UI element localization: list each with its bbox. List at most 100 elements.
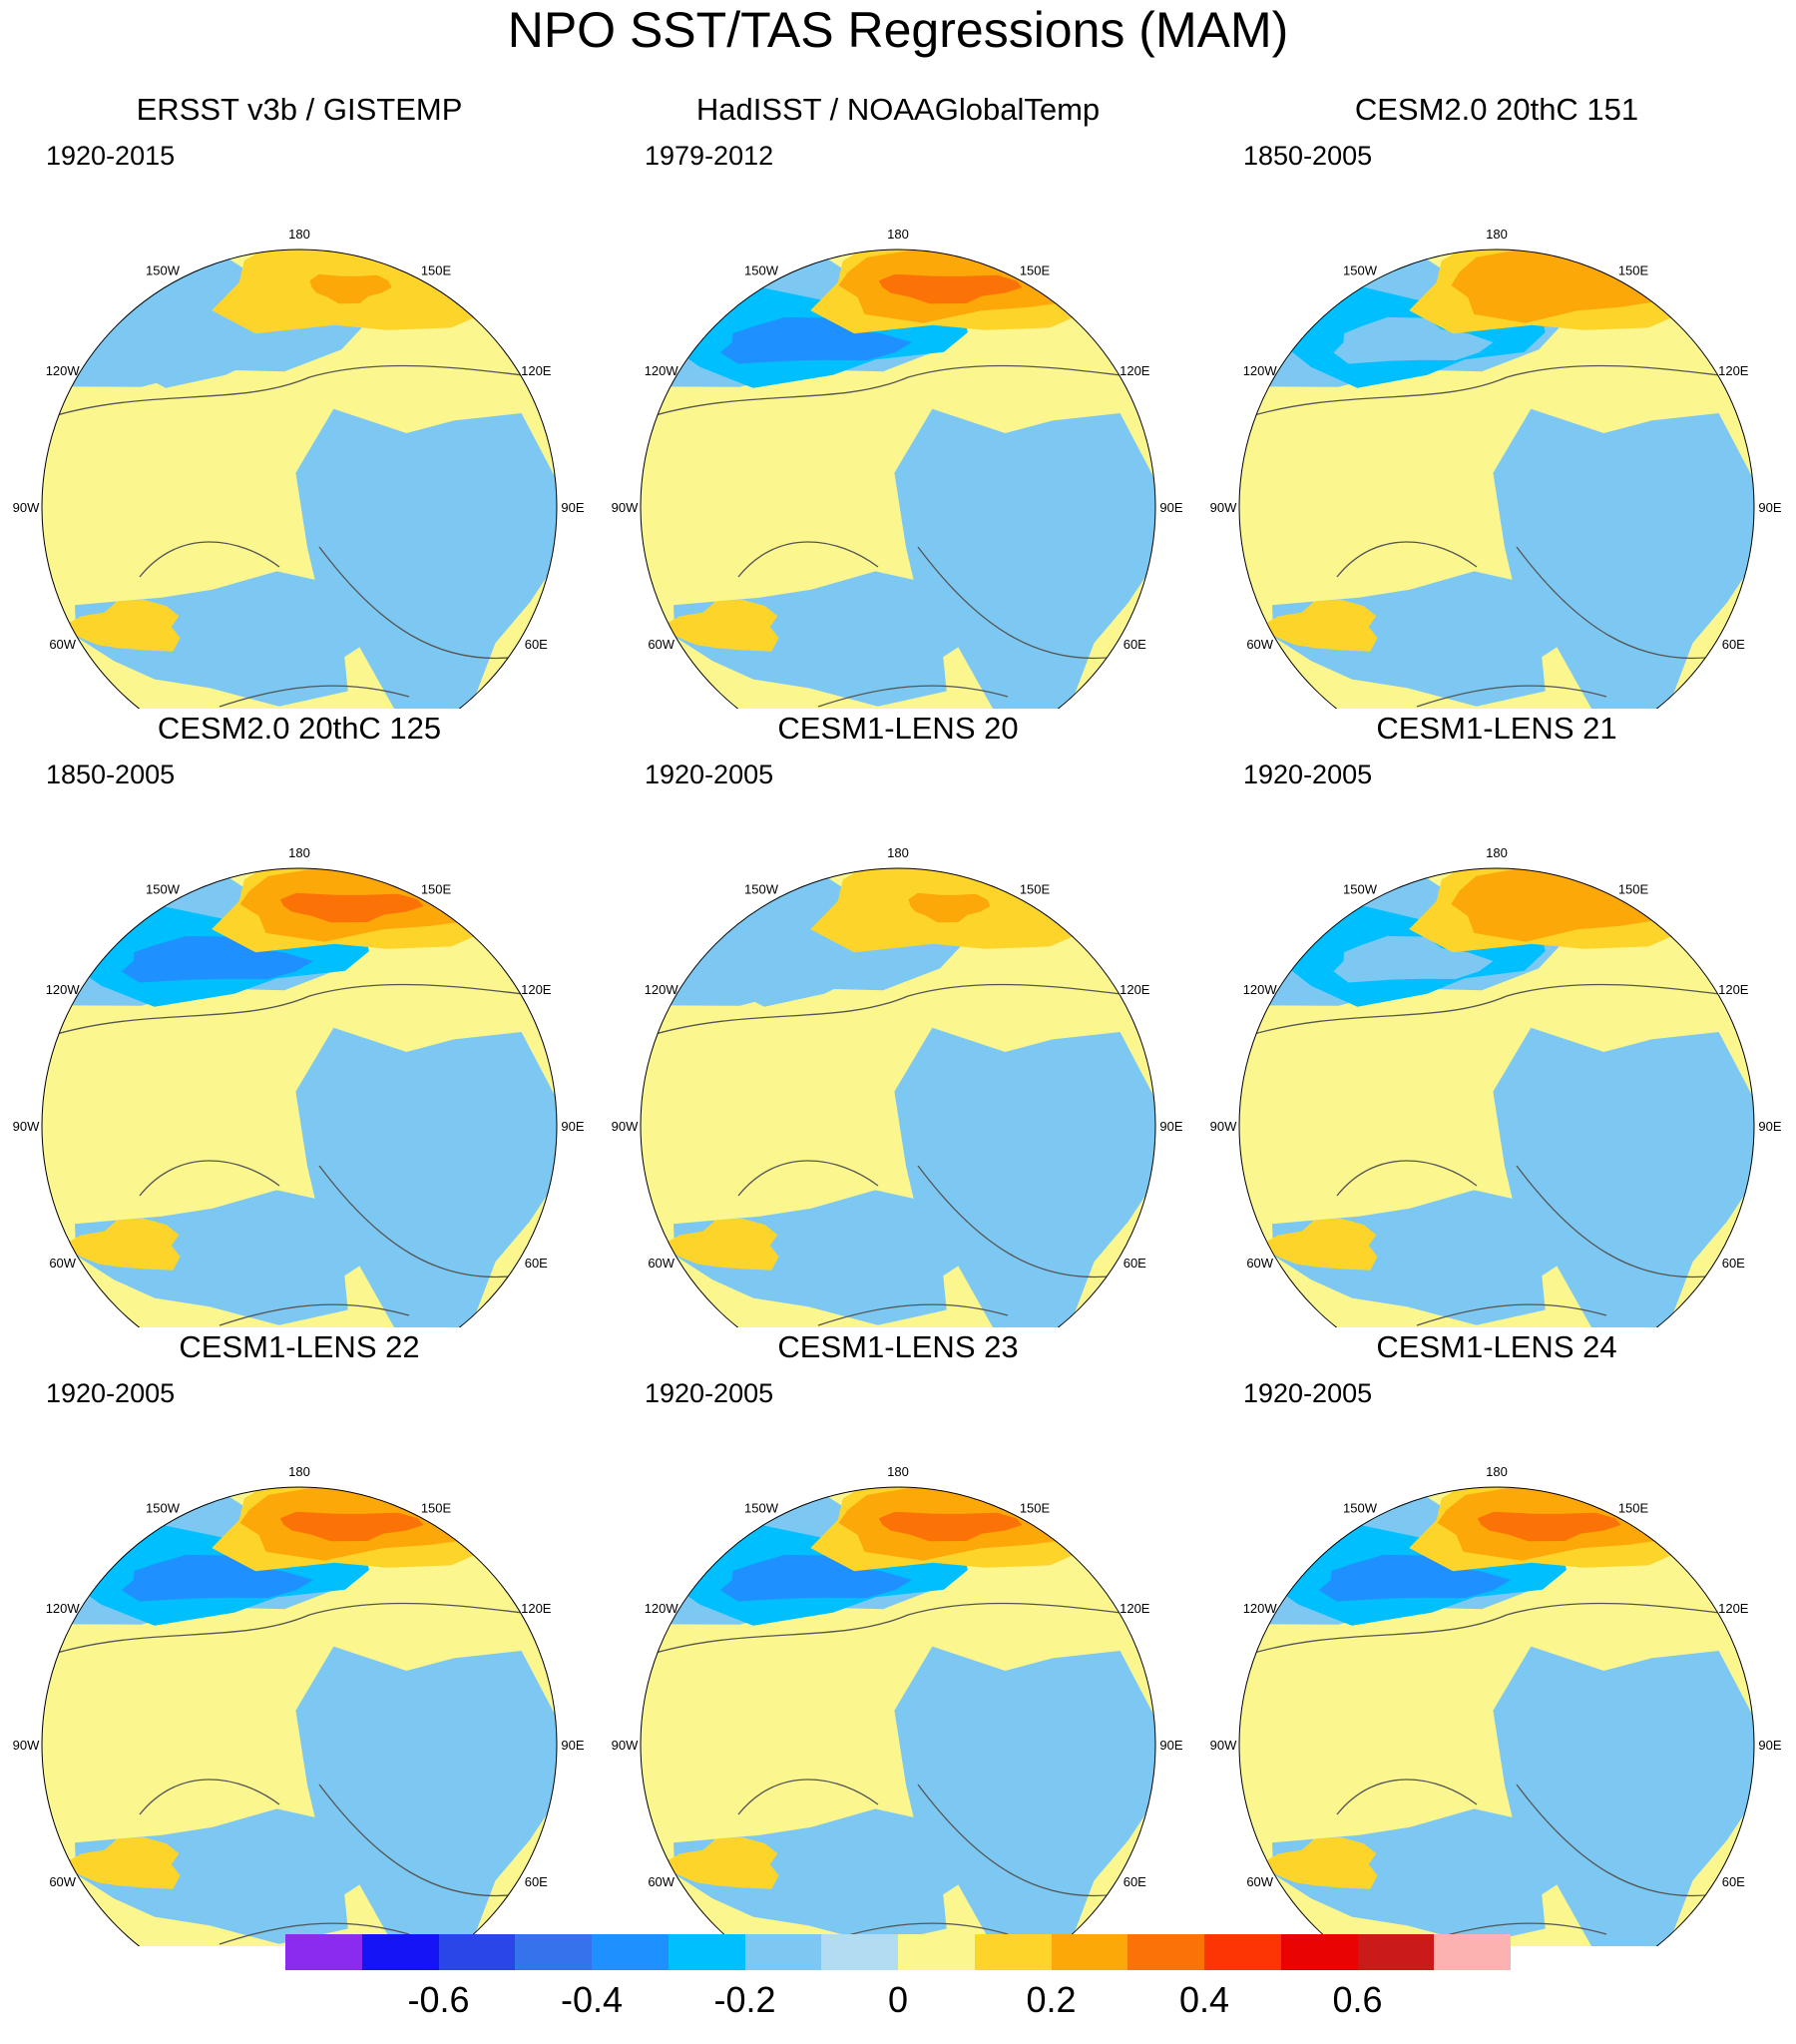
colorbar-swatch <box>821 1934 898 1970</box>
longitude-label: 180 <box>1486 1464 1508 1479</box>
panel-period: 1920-2005 <box>1243 1378 1373 1408</box>
longitude-label: 60W <box>1246 1256 1273 1271</box>
panel-title: CESM2.0 20thC 125 <box>157 711 442 746</box>
longitude-label: 60E <box>1123 1874 1146 1889</box>
colorbar <box>285 1934 1511 1970</box>
panel-title: CESM1-LENS 22 <box>179 1329 420 1364</box>
longitude-label: 150E <box>421 263 452 278</box>
positive-anomaly-region <box>1492 273 1605 304</box>
longitude-label: 180 <box>887 1464 909 1479</box>
colorbar-swatch <box>1051 1934 1128 1970</box>
negative-anomaly-region <box>719 1554 912 1602</box>
negative-anomaly-region <box>1333 935 1494 983</box>
longitude-label: 60W <box>49 1256 76 1271</box>
positive-anomaly-region <box>1258 1218 1378 1271</box>
longitude-label: 90E <box>1159 1119 1182 1134</box>
map-boundary <box>640 249 1156 709</box>
longitude-label: 120E <box>521 982 552 997</box>
positive-anomaly-region <box>878 1511 1023 1542</box>
longitude-label: 90W <box>612 1738 639 1753</box>
longitude-label: 120W <box>1243 363 1278 378</box>
positive-anomaly-region <box>309 273 392 304</box>
longitude-label: 150W <box>146 882 181 897</box>
longitude-label: 120W <box>1243 1601 1278 1616</box>
polar-map: 180150W150E120W120E90W90E60W60E30W30E0 <box>13 845 585 1327</box>
longitude-label: 120E <box>1120 1601 1150 1616</box>
longitude-label: 180 <box>887 845 909 860</box>
map-panel: CESM2.0 20thC 151 1850-2005 180 150W 150E 120… <box>1197 90 1796 709</box>
positive-anomaly-region <box>908 892 991 923</box>
colorbar-swatch <box>592 1934 669 1970</box>
longitude-label: 90E <box>1758 500 1781 515</box>
map-boundary <box>640 867 1156 1327</box>
positive-anomaly-region <box>878 273 1023 304</box>
colorbar-tick-label: 0 <box>887 1979 909 2020</box>
longitude-label: 90E <box>561 1119 584 1134</box>
longitude-label: 60E <box>525 637 548 652</box>
longitude-label: 120W <box>645 363 679 378</box>
longitude-label: 120W <box>645 982 679 997</box>
positive-anomaly-region <box>61 599 181 652</box>
longitude-label: 90W <box>1210 1119 1237 1134</box>
longitude-label: 120E <box>1718 363 1749 378</box>
longitude-label: 150E <box>1618 882 1649 897</box>
map-panel: CESM1-LENS 20 1920-2005 180 150W 150E 120W 120… <box>599 709 1197 1327</box>
longitude-label: 180 <box>1486 227 1508 242</box>
figure-title: NPO SST/TAS Regressions (MAM) <box>507 2 1289 58</box>
longitude-label: 150W <box>1343 882 1378 897</box>
longitude-label: 120W <box>46 363 81 378</box>
longitude-label: 120W <box>46 982 81 997</box>
longitude-label: 60E <box>525 1256 548 1271</box>
negative-anomaly-region <box>719 316 912 364</box>
longitude-label: 60W <box>1246 637 1273 652</box>
map-panel: HadISST / NOAAGlobalTemp 1979-2012 180 150W… <box>599 90 1197 709</box>
negative-anomaly-region <box>894 408 1155 709</box>
panel-period: 1920-2005 <box>1243 760 1373 789</box>
positive-anomaly-region <box>1258 599 1378 652</box>
longitude-label: 90E <box>561 1738 584 1753</box>
colorbar-swatch <box>438 1934 516 1970</box>
positive-anomaly-region <box>1492 892 1605 923</box>
map-panel: CESM1-LENS 22 1920-2005 180 150W 150E 120W 120… <box>0 1327 599 1946</box>
map-panel: ERSST v3b / GISTEMP 1920-2015 180 150W 150E 1… <box>0 90 599 709</box>
colorbar-tick-label: 0.6 <box>1332 1979 1383 2020</box>
longitude-label: 60E <box>1722 1256 1745 1271</box>
longitude-label: 90W <box>612 1119 639 1134</box>
longitude-label: 150W <box>744 882 779 897</box>
longitude-label: 90E <box>1758 1738 1781 1753</box>
map-panel: CESM1-LENS 23 1920-2005 180 150W 150E 120W 120… <box>599 1327 1197 1946</box>
longitude-label: 150W <box>1343 263 1378 278</box>
colorbar-tick-label: 0.2 <box>1026 1979 1077 2020</box>
longitude-label: 120W <box>1243 982 1278 997</box>
longitude-label: 90W <box>612 500 639 515</box>
map-panel: CESM1-LENS 21 1920-2005 180 150W 150E 120W 120… <box>1197 709 1796 1327</box>
longitude-label: 90W <box>13 1738 40 1753</box>
polar-map: 180150W150E120W120E90W90E60W60E30W30E0 <box>612 845 1183 1327</box>
panel-period: 1920-2015 <box>46 141 176 171</box>
longitude-label: 150W <box>1343 1501 1378 1516</box>
colorbar-swatch <box>1204 1934 1281 1970</box>
longitude-label: 90E <box>1159 1738 1182 1753</box>
polar-map: 180150W150E120W120E90W90E60W60E30W30E0 <box>612 227 1183 709</box>
longitude-label: 150E <box>421 1501 452 1516</box>
longitude-label: 150W <box>146 1501 181 1516</box>
colorbar-tick-label: -0.4 <box>560 1979 624 2020</box>
longitude-label: 150W <box>744 1501 779 1516</box>
negative-anomaly-region <box>295 408 557 709</box>
longitude-label: 90E <box>1159 500 1182 515</box>
colorbar-swatch <box>1357 1934 1435 1970</box>
longitude-label: 120W <box>46 1601 81 1616</box>
panel-title: ERSST v3b / GISTEMP <box>136 92 463 127</box>
colorbar-swatch <box>285 1934 362 1970</box>
negative-anomaly-region <box>295 1027 557 1327</box>
longitude-label: 150W <box>744 263 779 278</box>
longitude-label: 180 <box>288 1464 310 1479</box>
longitude-label: 180 <box>887 227 909 242</box>
longitude-label: 150W <box>146 263 181 278</box>
positive-anomaly-region <box>1258 1836 1378 1889</box>
positive-anomaly-region <box>660 599 779 652</box>
map-boundary <box>1238 1486 1755 1946</box>
polar-map: 180150W150E120W120E90W90E60W60E30W30E0 <box>612 1464 1183 1946</box>
longitude-label: 60E <box>1722 1874 1745 1889</box>
negative-anomaly-region <box>151 316 279 364</box>
